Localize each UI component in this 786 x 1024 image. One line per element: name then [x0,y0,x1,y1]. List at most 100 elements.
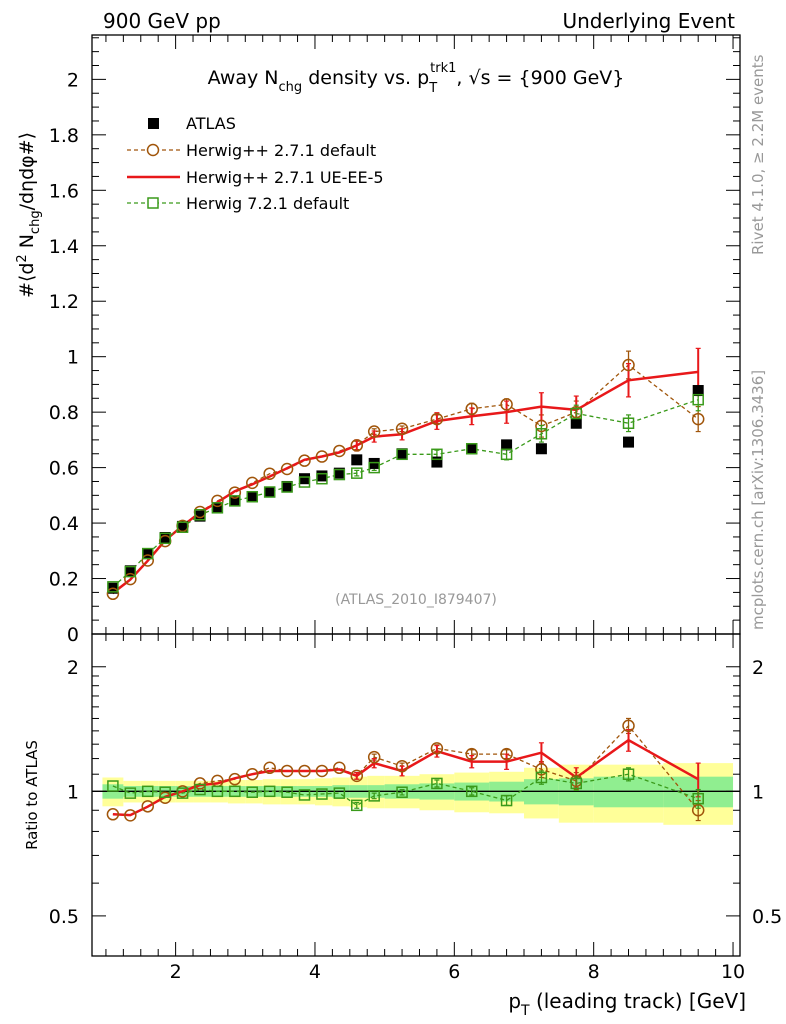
ratio-x-axis: 2 4 6 8 10 [105,634,745,983]
ratio-herwig-default-point [228,772,242,786]
y-tick-label: 1 [67,347,79,369]
rivet-label: Rivet 4.1.0, ≥ 2.2M events [749,54,767,255]
x-tick-label: 10 [721,961,745,983]
ratio-herwig72-point [281,786,293,798]
herwig-default-point [141,554,154,567]
main-panel: 0 0.2 0.4 0.6 0.8 1 1.2 1.4 1.6 1.8 2 Away Nchg de… [15,34,741,646]
atlas-point [692,385,704,397]
herwig-default-point [124,572,137,586]
header-left: 900 GeV pp [103,9,221,33]
main-x-ticks [105,35,734,634]
legend-marker-herwig-default [146,143,160,157]
legend-label-atlas: ATLAS [186,114,236,133]
y-tick-label: 1.2 [49,291,79,313]
ratio-herwig72-point [500,794,513,807]
ratio-herwig72-point [159,786,171,798]
herwig-default-point [691,412,705,426]
herwig72-point [159,532,171,545]
ratio-herwig72-point [431,777,443,790]
ratio-herwig72-point [692,792,704,805]
herwig72-point [333,468,346,481]
herwig72-point [229,495,241,507]
atlas-point [194,510,206,522]
herwig72-point [316,472,328,485]
herwig-default-point [106,587,120,601]
herwig-default-point [333,444,346,458]
y-tick-label: 1.8 [49,125,79,147]
ratio-herwig-default-point [395,759,409,773]
ratio-herwig72-point [263,785,276,798]
ratio-plot-area [92,717,740,825]
ratio-herwig72-point [351,799,363,812]
herwig72-point [622,417,635,429]
y-tick-label: 0 [67,624,79,646]
y-tick-label: 0.8 [49,402,79,424]
herwig-default-point [211,494,224,508]
ratio-herwig-default-point [263,761,276,775]
ratio-herwig72-point [316,788,328,800]
legend-marker-atlas [148,118,159,129]
herwig72-point [500,448,513,461]
legend-label-herwig-default: Herwig++ 2.7.1 default [186,141,376,160]
ratio-y-tick-label-right: 1 [752,781,764,803]
ratio-herwig-default-point [333,761,346,775]
atlas-point [501,439,513,451]
mcplots-label: mcplots.cern.ch [arXiv:1306.3436] [749,370,767,630]
ratio-herwig-default-point [500,747,513,761]
header-right: Underlying Event [562,9,735,33]
herwig-default-point [246,476,259,490]
ratio-herwig-default-point [315,764,329,778]
ratio-herwig-default-point [298,764,311,778]
herwig-default-point [500,398,513,411]
herwig-default-point [263,467,276,480]
atlas-point [159,531,171,543]
series-line-2 [112,370,699,594]
legend-label-herwig-ue: Herwig++ 2.7.1 UE-EE-5 [186,168,384,187]
ratio-herwig-default-point [280,764,294,778]
ratio-herwig72-point [535,771,548,784]
legend-entry-herwig-default: Herwig++ 2.7.1 default [127,141,376,160]
main-y-label: #⟨d2 Nchg/dηdφ#⟩ [15,132,43,298]
ratio-herwig72-point [368,790,380,802]
atlas-point [623,436,635,448]
herwig72-point [431,448,443,461]
herwig72-point [194,509,206,521]
y-tick-label: 0.2 [49,569,79,591]
legend-entry-atlas: ATLAS [148,114,236,133]
atlas-point [177,520,189,532]
herwig72-point [263,486,276,498]
legend: ATLAS Herwig++ 2.7.1 default Herwig++ 2.… [127,114,384,213]
herwig72-point [107,581,119,593]
ratio-herwig72-point [570,777,583,790]
herwig72-point [281,481,293,493]
ratio-herwig72-point [465,785,478,798]
series-line-3 [112,399,699,588]
atlas-point [466,443,478,455]
herwig-default-point [622,358,635,372]
herwig72-point [465,443,478,455]
herwig72-point [570,407,583,420]
herwig72-point [351,467,363,479]
herwig72-point [535,428,548,440]
atlas-point [316,470,328,482]
ratio-herwig-default-point [367,750,381,764]
herwig-default-point [430,412,444,426]
herwig-default-point [228,486,242,499]
ratio-herwig-default-point [193,777,207,790]
ratio-herwig-default-point [465,747,478,761]
herwig72-point [396,448,408,461]
ratio-herwig72-point [298,789,311,801]
herwig72-point [141,547,154,560]
ratio-y-label: Ratio to ATLAS [23,740,41,850]
atlas-point [535,443,547,455]
atlas-point [351,454,363,466]
atlas-point [333,467,345,479]
atlas-point [368,457,380,469]
ratio-frame [91,633,741,957]
atlas-point [299,473,311,485]
herwig-default-point [367,425,381,438]
herwig-default-point [465,402,478,416]
herwig-default-point [315,450,329,463]
atlas-point [431,456,443,468]
x-tick-label: 4 [309,961,321,983]
